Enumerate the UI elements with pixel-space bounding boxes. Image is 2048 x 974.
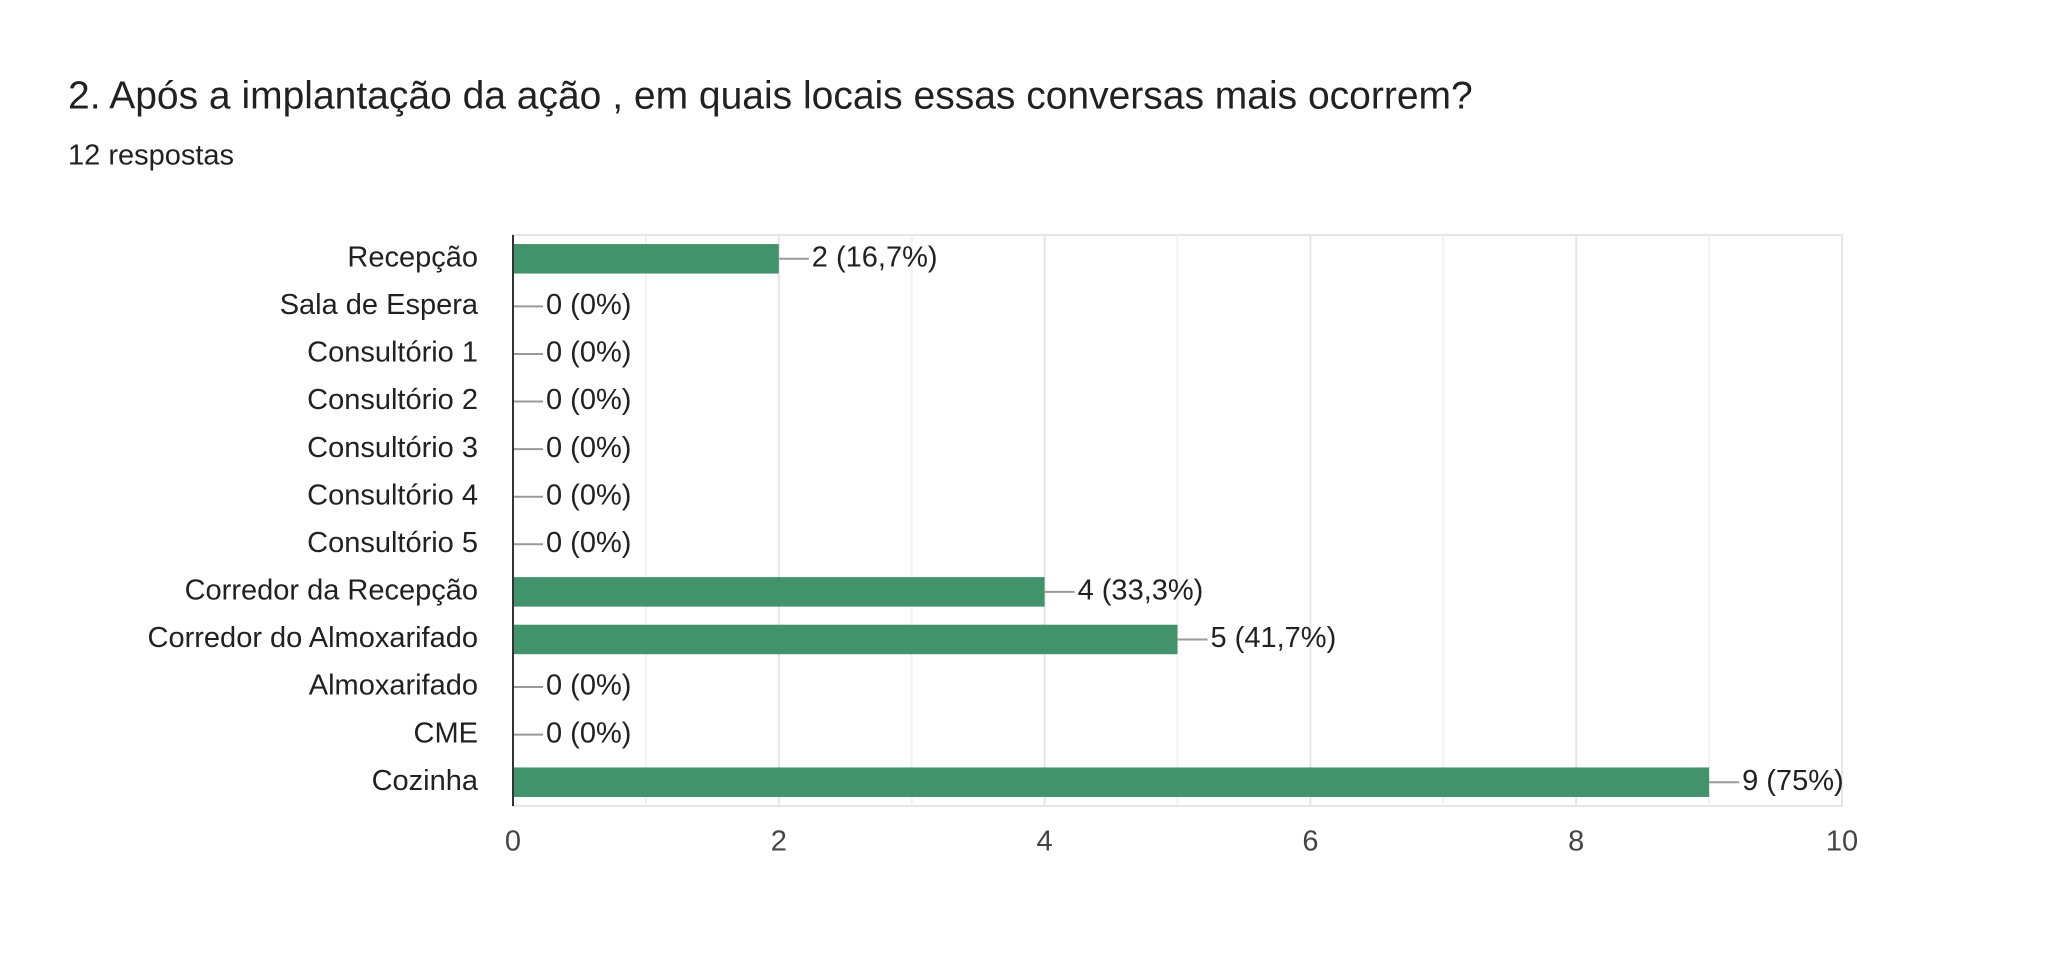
chart-title: 2. Após a implantação da ação , em quais… <box>68 74 1473 117</box>
value-label: 9 (75%) <box>1742 765 1844 797</box>
y-tick-label: Consultório 4 <box>307 479 478 511</box>
y-tick-label: Corredor do Almoxarifado <box>148 622 478 654</box>
bar <box>513 767 1710 797</box>
value-label: 4 (33,3%) <box>1078 575 1204 607</box>
value-label: 0 (0%) <box>546 289 631 321</box>
bar <box>513 624 1178 655</box>
y-tick-label: Consultório 3 <box>307 432 478 464</box>
value-label: 0 (0%) <box>546 670 631 702</box>
value-label: 2 (16,7%) <box>812 241 938 273</box>
y-tick-label: Consultório 5 <box>307 527 478 559</box>
x-tick-label: 0 <box>505 826 521 858</box>
value-label: 5 (41,7%) <box>1211 622 1337 654</box>
bar <box>513 244 779 274</box>
y-tick-label: Recepção <box>347 241 478 273</box>
y-tick-label: Almoxarifado <box>309 670 478 702</box>
value-label: 0 (0%) <box>546 337 631 369</box>
value-label: 0 (0%) <box>546 479 631 511</box>
y-tick-label: Sala de Espera <box>280 289 479 321</box>
x-tick-label: 6 <box>1302 826 1318 858</box>
y-tick-label: CME <box>414 717 478 749</box>
bar <box>513 577 1045 607</box>
y-tick-label: Consultório 1 <box>307 337 478 369</box>
chart-subtitle: 12 respostas <box>68 140 234 172</box>
x-tick-label: 10 <box>1826 826 1858 858</box>
y-tick-label: Consultório 2 <box>307 384 478 416</box>
y-tick-label: Cozinha <box>372 765 479 797</box>
x-tick-label: 2 <box>771 826 787 858</box>
value-label: 0 (0%) <box>546 527 631 559</box>
x-tick-label: 4 <box>1037 826 1053 858</box>
x-tick-label: 8 <box>1568 826 1584 858</box>
value-label: 0 (0%) <box>546 384 631 416</box>
value-label: 0 (0%) <box>546 432 631 464</box>
value-label: 0 (0%) <box>546 717 631 749</box>
y-tick-label: Corredor da Recepção <box>185 575 478 607</box>
